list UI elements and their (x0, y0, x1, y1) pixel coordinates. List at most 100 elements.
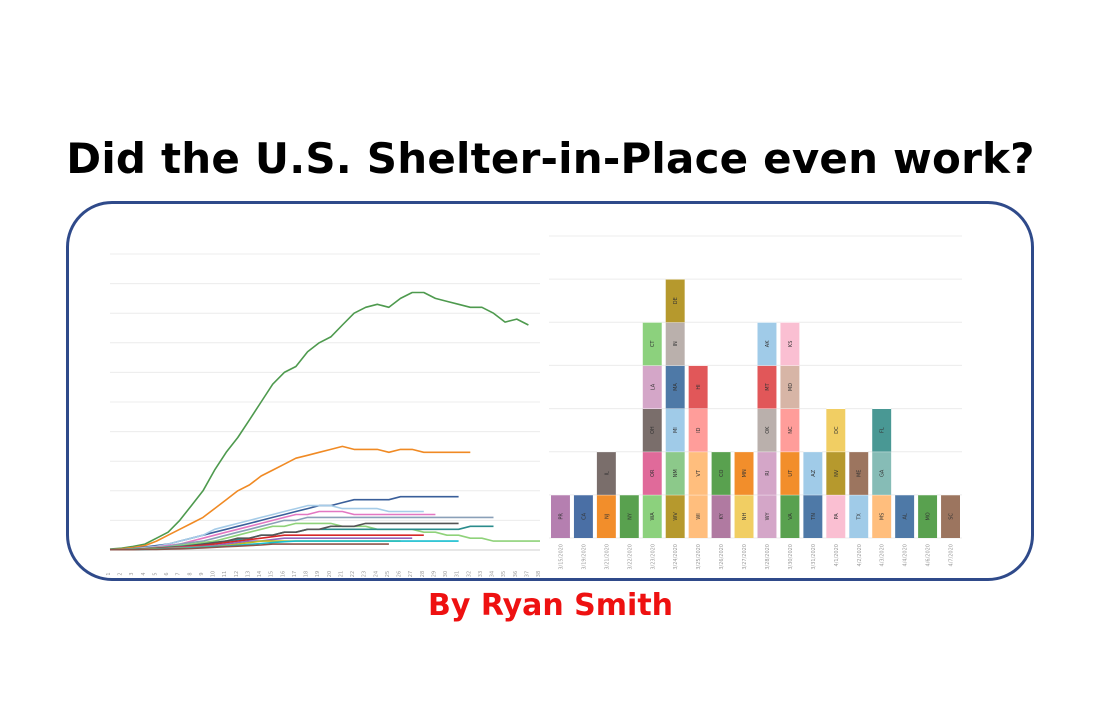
bar-block-label: KS (788, 341, 794, 347)
bar-block-label: NM (673, 469, 679, 477)
bar-chart-x-tick: 3/26/2020 (719, 544, 725, 570)
line-chart-x-tick: 22 (350, 571, 356, 577)
bar-block-label: WY (765, 511, 771, 520)
bar-chart-x-tick: 3/28/2020 (765, 544, 771, 570)
bar-block (780, 451, 800, 495)
line-chart-x-tick: 19 (315, 571, 321, 577)
bar-block (619, 494, 639, 538)
bar-block (734, 451, 754, 495)
bar-block-label: MO (926, 512, 932, 520)
line-chart-x-tick: 35 (501, 571, 507, 577)
bar-chart-x-tick: 4/1/2020 (834, 544, 840, 566)
bar-block-label: OK (765, 426, 771, 434)
line-chart-x-tick: 2 (118, 572, 124, 575)
bar-block (665, 451, 685, 495)
bar-chart-x-tick: 3/21/2020 (604, 544, 610, 570)
line-chart-x-tick: 15 (269, 571, 275, 577)
bar-block (551, 494, 570, 538)
bar-block (780, 494, 800, 538)
bar-block-label: WA (650, 512, 656, 521)
line-chart-x-tick: 31 (455, 571, 461, 577)
bar-chart-x-tick: 4/6/2020 (926, 544, 932, 566)
bar-block-label: NY (627, 512, 633, 520)
bar-block-label: MN (742, 469, 748, 477)
bar-block (688, 494, 708, 538)
line-chart-x-tick: 8 (187, 572, 193, 575)
line-chart-x-tick: 14 (257, 571, 263, 577)
bar-block (734, 494, 754, 538)
bar-block (872, 408, 892, 452)
bar-chart: PR 3/15/2020 CA 3/19/2020 NJ IL 3/21/2020 NY 3/2… (549, 235, 962, 570)
line-chart-x-tick: 38 (536, 571, 542, 577)
bar-block (941, 494, 960, 538)
line-chart-x-tick: 10 (211, 571, 217, 577)
bar-chart-x-tick: 3/30/2020 (788, 544, 794, 570)
bar-chart-x-tick: 3/19/2020 (581, 544, 587, 570)
bar-block-label: OR (650, 469, 656, 477)
bar-block-label: PA (834, 513, 840, 520)
bar-chart-x-tick: 3/25/2020 (696, 544, 702, 570)
bar-block (780, 408, 800, 452)
bar-chart-x-tick: 4/3/2020 (880, 544, 886, 566)
line-chart-x-tick: 23 (362, 571, 368, 577)
line-chart-x-tick: 11 (222, 571, 228, 577)
bar-block (688, 451, 708, 495)
line-chart-x-tick: 30 (443, 571, 449, 577)
bar-block-label: AK (765, 340, 771, 347)
bar-block-label: GA (880, 469, 886, 477)
bar-block (757, 451, 777, 495)
bar-block (596, 494, 616, 538)
bar-block (642, 322, 662, 366)
bar-block (665, 494, 685, 538)
bar-block-label: ID (696, 427, 702, 432)
bar-block (826, 451, 846, 495)
line-series (109, 516, 494, 551)
bar-block-label: NC (788, 426, 794, 434)
bar-chart-x-tick: 3/23/2020 (650, 544, 656, 570)
line-chart-x-tick: 12 (234, 571, 240, 577)
bar-block-label: FL (880, 427, 886, 433)
line-chart-x-tick: 17 (292, 571, 298, 577)
bar-block-label: HI (696, 384, 702, 389)
bar-block (642, 494, 662, 538)
line-chart-x-tick: 13 (245, 571, 251, 577)
bar-block-label: IL (604, 471, 610, 475)
bar-block (711, 494, 731, 538)
bar-block-label: NH (742, 512, 748, 520)
bar-block-label: CT (650, 340, 656, 347)
bar-block (803, 494, 823, 538)
bar-block (849, 494, 869, 538)
line-chart-x-tick: 33 (478, 571, 484, 577)
bar-block (665, 365, 685, 409)
line-chart-x-tick: 27 (408, 571, 414, 577)
bar-block-label: CO (719, 470, 725, 477)
bar-chart-x-tick: 3/24/2020 (673, 544, 679, 570)
line-chart-x-tick: 16 (280, 571, 286, 577)
line-chart-x-tick: 28 (420, 571, 426, 577)
bar-block (665, 279, 685, 323)
bar-block-label: VT (696, 469, 702, 476)
bar-block (780, 322, 800, 366)
line-chart-x-tick: 3 (129, 572, 135, 575)
bar-block-label: MT (765, 382, 771, 390)
bar-chart-x-tick: 3/27/2020 (742, 544, 748, 570)
line-chart-x-tick: 36 (513, 571, 519, 577)
bar-block (688, 365, 708, 409)
line-chart-x-tick: 26 (397, 571, 403, 577)
bar-block (895, 494, 915, 538)
bar-block (711, 451, 731, 495)
bar-block-label: MS (880, 513, 886, 521)
bar-block-label: CA (581, 512, 587, 519)
bar-block-label: LA (650, 383, 656, 390)
line-chart-x-tick: 25 (385, 571, 391, 577)
line-chart-x-tick: 9 (199, 572, 205, 575)
bar-block-label: NJ (604, 514, 610, 519)
line-chart-x-tick: 5 (152, 572, 158, 575)
line-series (109, 291, 529, 550)
bar-block-label: MA (673, 383, 679, 391)
bar-block (665, 322, 685, 366)
line-chart-x-tick: 37 (524, 571, 530, 577)
bar-chart-x-tick: 3/15/2020 (558, 544, 564, 570)
bar-block (826, 408, 846, 452)
bar-block-label: NV (834, 469, 840, 477)
